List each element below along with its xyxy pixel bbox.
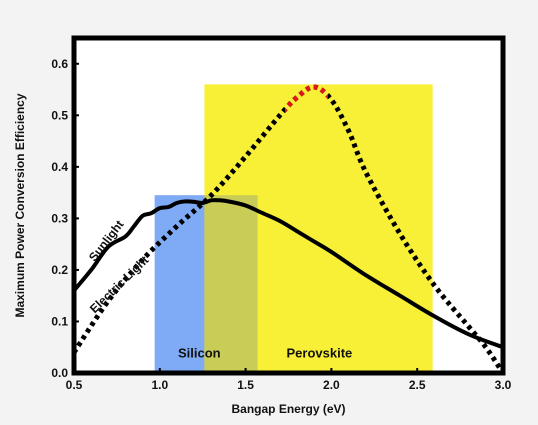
x-axis-title: Bangap Energy (eV) (231, 402, 345, 416)
axes-layer: 0.5 1.0 1.5 2.0 2.5 3.0 0.0 0.1 0.2 0.3 0.4 0.5 0.6 (51, 35, 512, 392)
series-layer (71, 84, 506, 375)
band-label-silicon: Silicon (178, 346, 221, 361)
bands-layer (74, 38, 503, 373)
band-label-perovskite: Perovskite (287, 346, 353, 361)
y-tick-label: 0.1 (51, 314, 68, 328)
series-electric-light-peak (285, 84, 328, 114)
y-tick-label: 0.4 (51, 160, 68, 174)
band-overlap (204, 195, 258, 373)
x-tick-label: 1.0 (151, 378, 168, 392)
y-axis-title: Maximum Power Conversion Efficiency (13, 93, 27, 317)
y-tick-label: 0.0 (51, 366, 68, 380)
x-tick-label: 1.5 (237, 378, 254, 392)
y-tick-label: 0.2 (51, 263, 68, 277)
y-tick-label: 0.5 (51, 108, 68, 122)
plot-frame (71, 35, 506, 376)
series-sunlight-line (72, 198, 504, 350)
y-tick-label: 0.6 (51, 57, 68, 71)
y-tick-label: 0.3 (51, 211, 68, 225)
x-tick-label: 3.0 (495, 378, 512, 392)
x-tick-label: 0.5 (66, 378, 83, 392)
x-tick-label: 2.0 (323, 378, 340, 392)
x-tick-label: 2.5 (409, 378, 426, 392)
